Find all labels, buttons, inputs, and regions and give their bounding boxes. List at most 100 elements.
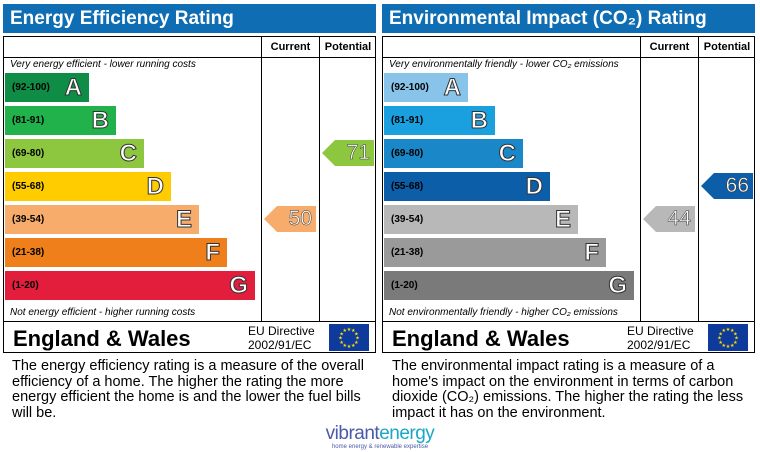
rating-band-g: (1-20) G: [5, 271, 255, 300]
band-range: (69-80): [391, 148, 424, 159]
svg-text:★: ★: [726, 327, 731, 333]
rating-band-f: (21-38) F: [384, 238, 606, 267]
rating-band-d: (55-68) D: [5, 172, 171, 201]
rating-band-e: (39-54) E: [5, 205, 199, 234]
potential-column-header: Potential: [703, 41, 751, 53]
rating-band-a: (92-100) A: [5, 73, 89, 102]
potential-rating-value: 71: [346, 141, 370, 165]
band-range: (39-54): [12, 214, 45, 225]
band-letter: A: [64, 74, 82, 102]
rating-band-g: (1-20) G: [384, 271, 634, 300]
eu-directive: EU Directive 2002/91/EC: [248, 324, 315, 352]
potential-column-header: Potential: [324, 41, 372, 53]
energy-efficiency-title: Energy Efficiency Rating: [3, 4, 376, 33]
band-letter: D: [146, 173, 164, 201]
vibrant-energy-logo: vibrantenergy home energy & renewable ex…: [325, 423, 435, 451]
note-bottom: Not energy efficient - higher running co…: [10, 307, 196, 318]
band-letter: G: [608, 272, 628, 300]
potential-rating-value: 66: [725, 174, 749, 198]
arrow-shape: [701, 173, 753, 199]
rating-band-f: (21-38) F: [5, 238, 227, 267]
current-column-header: Current: [649, 41, 690, 53]
band-letter: A: [443, 74, 461, 102]
svg-text:★: ★: [722, 343, 727, 349]
band-letter: F: [584, 239, 600, 267]
svg-text:★: ★: [339, 340, 344, 346]
rating-band-e: (39-54) E: [384, 205, 578, 234]
arrow-shape: [264, 206, 316, 232]
band-letter: F: [205, 239, 221, 267]
svg-text:★: ★: [718, 331, 723, 337]
energy-efficiency-panel: Energy Efficiency Rating Current Potenti…: [3, 4, 376, 353]
svg-text:★: ★: [722, 328, 727, 334]
band-range: (81-91): [391, 115, 424, 126]
svg-text:★: ★: [351, 343, 356, 349]
eu-flag-icon: ★ ★ ★ ★ ★ ★ ★ ★ ★ ★ ★ ★: [708, 324, 748, 351]
band-letter: D: [525, 173, 543, 201]
band-range: (21-38): [391, 247, 424, 258]
svg-text:★: ★: [338, 336, 343, 342]
band-range: (81-91): [12, 115, 45, 126]
svg-text:★: ★: [343, 343, 348, 349]
environmental-impact-description: The environmental impact rating is a mea…: [392, 358, 744, 421]
svg-text:★: ★: [351, 328, 356, 334]
region-label: England & Wales: [13, 326, 191, 351]
environmental-impact-table: Current Potential Very environmentally f…: [382, 36, 755, 353]
band-letter: E: [554, 206, 571, 234]
current-column-header: Current: [270, 41, 311, 53]
band-range: (92-100): [12, 82, 50, 93]
eu-directive: EU Directive 2002/91/EC: [627, 324, 694, 352]
svg-text:★: ★: [343, 328, 348, 334]
svg-text:★: ★: [734, 336, 739, 342]
rating-band-d: (55-68) D: [384, 172, 550, 201]
band-range: (1-20): [12, 280, 39, 291]
arrow-shape: [322, 140, 374, 166]
svg-text:★: ★: [354, 331, 359, 337]
band-range: (69-80): [12, 148, 45, 159]
energy-efficiency-description: The energy efficiency rating is a measur…: [12, 358, 364, 421]
svg-text:★: ★: [726, 344, 731, 350]
svg-text:★: ★: [347, 344, 352, 350]
band-range: (39-54): [391, 214, 424, 225]
energy-efficiency-table: Current Potential Very energy efficient …: [3, 36, 376, 353]
rating-band-b: (81-91) B: [5, 106, 116, 135]
band-range: (92-100): [391, 82, 429, 93]
current-rating-arrow: 44: [643, 206, 695, 232]
svg-text:★: ★: [339, 331, 344, 337]
arrow-shape: [643, 206, 695, 232]
current-rating-value: 50: [288, 207, 312, 231]
potential-rating-arrow: 66: [701, 173, 753, 199]
band-letter: G: [229, 272, 249, 300]
svg-text:★: ★: [730, 328, 735, 334]
region-label: England & Wales: [392, 326, 570, 351]
band-letter: B: [91, 107, 109, 135]
band-range: (1-20): [391, 280, 418, 291]
rating-band-b: (81-91) B: [384, 106, 495, 135]
band-letter: B: [470, 107, 488, 135]
rating-band-a: (92-100) A: [384, 73, 468, 102]
svg-text:★: ★: [733, 340, 738, 346]
current-rating-arrow: 50: [264, 206, 316, 232]
svg-text:★: ★: [730, 343, 735, 349]
svg-text:★: ★: [733, 331, 738, 337]
environmental-impact-title: Environmental Impact (CO₂) Rating: [382, 4, 755, 33]
band-letter: E: [175, 206, 192, 234]
svg-text:★: ★: [355, 336, 360, 342]
current-rating-value: 44: [667, 207, 691, 231]
band-range: (21-38): [12, 247, 45, 258]
band-letter: C: [119, 140, 137, 168]
rating-band-c: (69-80) C: [384, 139, 523, 168]
band-range: (55-68): [12, 181, 45, 192]
svg-text:★: ★: [354, 340, 359, 346]
note-top: Very energy efficient - lower running co…: [10, 59, 196, 70]
rating-band-c: (69-80) C: [5, 139, 144, 168]
svg-text:★: ★: [347, 327, 352, 333]
potential-rating-arrow: 71: [322, 140, 374, 166]
eu-flag-icon: ★ ★ ★ ★ ★ ★ ★ ★ ★ ★ ★ ★: [329, 324, 369, 351]
band-letter: C: [498, 140, 516, 168]
note-top: Very environmentally friendly - lower CO…: [389, 59, 619, 70]
svg-text:★: ★: [717, 336, 722, 342]
environmental-impact-panel: Environmental Impact (CO₂) Rating Curren…: [382, 4, 755, 353]
note-bottom: Not environmentally friendly - higher CO…: [389, 307, 618, 318]
band-range: (55-68): [391, 181, 424, 192]
